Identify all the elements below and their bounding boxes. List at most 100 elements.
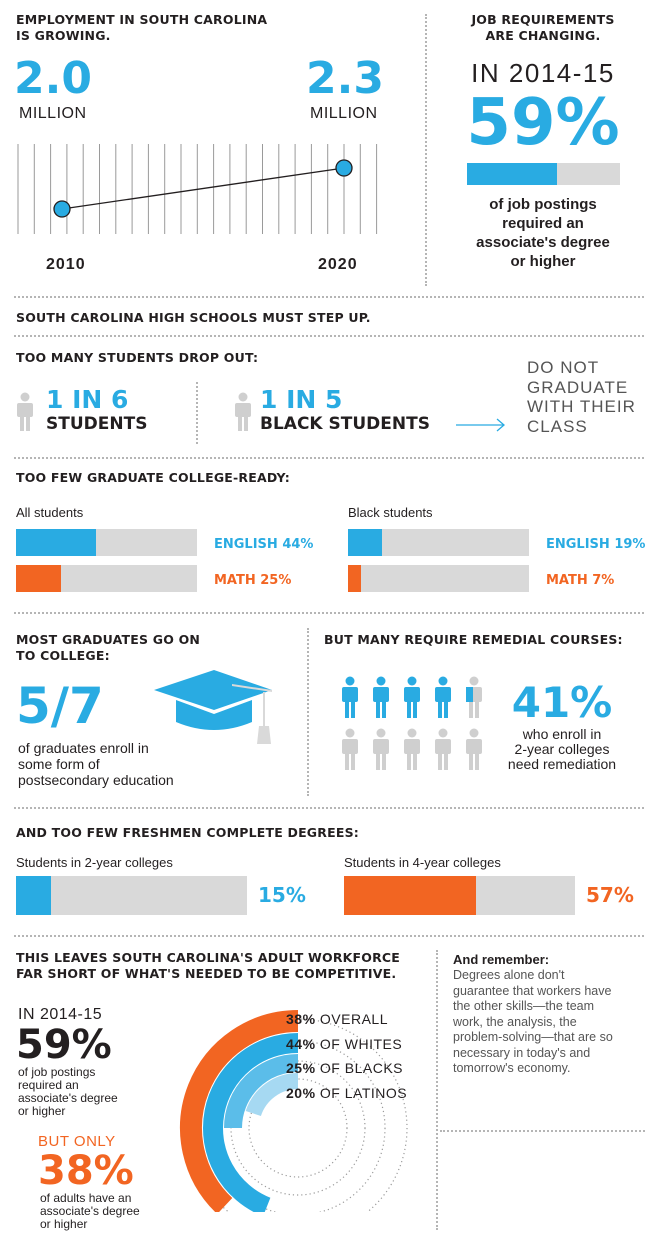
dropout-stat1-group: STUDENTS — [46, 414, 148, 434]
remedial-title: BUT MANY REQUIRE REMEDIAL COURSES: — [324, 632, 623, 647]
ring-arc-2 — [224, 1054, 299, 1129]
person-icon — [373, 676, 389, 718]
job-req-percent: 59% — [466, 86, 620, 160]
ring-text-blacks: OF BLACKS — [319, 1060, 404, 1076]
ring-guide-3 — [248, 1078, 348, 1178]
go-college-fraction: 5/7 — [16, 677, 104, 735]
job-req-bar — [467, 163, 620, 185]
graduation-cap-icon — [154, 670, 272, 744]
dropout-outcome-line2: GRADUATE — [527, 377, 629, 397]
employment-trend-line — [61, 167, 345, 210]
divider-remember — [440, 1130, 645, 1132]
dropout-outcome: DO NOT GRADUATE WITH THEIR CLASS — [527, 358, 636, 436]
employment-start-unit: MILLION — [19, 105, 87, 122]
workforce-title: THIS LEAVES SOUTH CAROLINA'S ADULT WORKF… — [16, 950, 400, 982]
remember-line5: problem-solving—that are so — [453, 1030, 613, 1044]
employment-start-value: 2.0 — [14, 53, 92, 104]
complete-4yr-fill — [344, 876, 476, 915]
workforce-adult-line2: associate's degree — [40, 1204, 140, 1218]
person-icon — [342, 676, 358, 718]
workforce-but-only: BUT ONLY — [38, 1133, 116, 1150]
person-icon — [435, 728, 451, 770]
workforce-title-line1: THIS LEAVES SOUTH CAROLINA'S ADULT WORKF… — [16, 950, 401, 965]
workforce-desc-line2: required an — [18, 1078, 79, 1092]
workforce-adult-desc: of adults have an associate's degree or … — [40, 1192, 140, 1231]
employment-end-point — [335, 159, 353, 177]
college-ready-all-math-bar — [16, 565, 197, 592]
person-icon — [435, 676, 451, 718]
ring-arc-3 — [245, 1073, 299, 1117]
ring-pct-overall: 38% — [286, 1011, 316, 1027]
person-icon — [466, 728, 482, 770]
ring-pct-whites: 44% — [286, 1035, 316, 1052]
complete-2yr-fill — [16, 876, 51, 915]
person-icon — [404, 676, 420, 718]
dropout-stat1-ratio: 1 IN 6 — [46, 385, 129, 414]
employment-title-line1: EMPLOYMENT IN SOUTH CAROLINA — [16, 12, 268, 27]
workforce-period: IN 2014-15 — [18, 1006, 103, 1023]
workforce-desc-line3: associate's degree — [18, 1091, 118, 1105]
remember-body: Degrees alone don't guarantee that worke… — [453, 968, 649, 1077]
ring-arc-0 — [180, 1010, 299, 1212]
ring-text-overall: OVERALL — [319, 1011, 389, 1027]
workforce-desc-line1: of job postings — [18, 1065, 96, 1079]
employment-title-line2: IS GROWING. — [16, 28, 111, 43]
college-ready-all-math-fill — [16, 565, 62, 592]
dropout-stat2-ratio: 1 IN 5 — [260, 385, 343, 414]
arrow-right-icon — [456, 418, 505, 432]
divider-5 — [14, 807, 644, 809]
ring-pct-latinos: 20% — [286, 1084, 316, 1101]
complete-title: AND TOO FEW FRESHMEN COMPLETE DEGREES: — [16, 825, 359, 840]
ring-label-latinos: 20% OF LATINOS — [286, 1081, 407, 1106]
remedial-desc-line1: who enroll in — [522, 726, 602, 742]
job-req-title: JOB REQUIREMENTS ARE CHANGING. — [440, 12, 646, 44]
complete-2yr-bar — [16, 876, 247, 915]
remember-line6: necessary in today's and — [453, 1045, 591, 1060]
remedial-desc-line3: need remediation — [507, 756, 617, 772]
dropout-stat2-group: BLACK STUDENTS — [260, 414, 430, 434]
dropout-title: TOO MANY STUDENTS DROP OUT: — [16, 350, 259, 365]
remedial-desc-line2: 2-year colleges — [514, 741, 610, 757]
person-icon — [466, 676, 482, 718]
remember-line7: tomorrow's economy. — [453, 1061, 571, 1075]
student-icon — [17, 392, 33, 431]
workforce-percent: 59% — [16, 1022, 112, 1068]
complete-group-2yr: Students in 2-year colleges — [16, 855, 173, 870]
person-icon — [404, 728, 420, 770]
go-college-title-line1: MOST GRADUATES GO ON — [16, 632, 201, 647]
divider-3 — [14, 457, 644, 459]
college-ready-all-math-label: MATH 25% — [214, 573, 292, 588]
person-icon — [342, 728, 358, 770]
go-college-title: MOST GRADUATES GO ON TO COLLEGE: — [16, 632, 200, 664]
employment-end-value: 2.3 — [306, 53, 384, 104]
employment-end-year: 2020 — [318, 256, 358, 273]
job-req-desc-line1: of job postings — [489, 196, 597, 213]
workforce-title-line2: FAR SHORT OF WHAT'S NEEDED TO BE COMPETI… — [16, 966, 397, 981]
divider-6 — [14, 935, 644, 937]
remedial-desc: who enroll in 2-year colleges need remed… — [500, 727, 624, 772]
job-req-desc: of job postings required an associate's … — [440, 195, 646, 271]
remember-line3: the other skills—the team — [453, 999, 595, 1013]
workforce-adult-line3: or higher — [40, 1217, 88, 1231]
go-college-title-line2: TO COLLEGE: — [16, 648, 110, 663]
go-college-desc: of graduates enroll in some form of post… — [18, 740, 174, 788]
complete-4yr-label: 57% — [586, 883, 634, 907]
employment-tick-lines — [17, 144, 378, 234]
go-college-desc-line1: of graduates enroll in — [18, 740, 149, 756]
divider-vertical-top — [425, 14, 427, 286]
divider-vertical-mid — [307, 628, 309, 796]
remedial-percent: 41% — [511, 678, 613, 727]
college-ready-all-english-fill — [16, 529, 96, 556]
ring-label-overall: 38% OVERALL — [286, 1007, 407, 1032]
dropout-outcome-line3: WITH THEIR — [527, 397, 636, 416]
remember-line1: Degrees alone don't — [453, 968, 565, 982]
remember-line2: guarantee that workers have — [453, 983, 612, 998]
job-req-desc-line2: required an — [502, 215, 584, 232]
college-ready-all-english-label: ENGLISH 44% — [214, 537, 314, 552]
complete-4yr-bar — [344, 876, 575, 915]
employment-start-point — [53, 200, 71, 218]
employment-title: EMPLOYMENT IN SOUTH CAROLINA IS GROWING. — [16, 12, 267, 44]
college-ready-all-english-bar — [16, 529, 197, 556]
dropout-outcome-line1: DO NOT — [527, 358, 600, 377]
workforce-adult-percent: 38% — [38, 1148, 134, 1194]
